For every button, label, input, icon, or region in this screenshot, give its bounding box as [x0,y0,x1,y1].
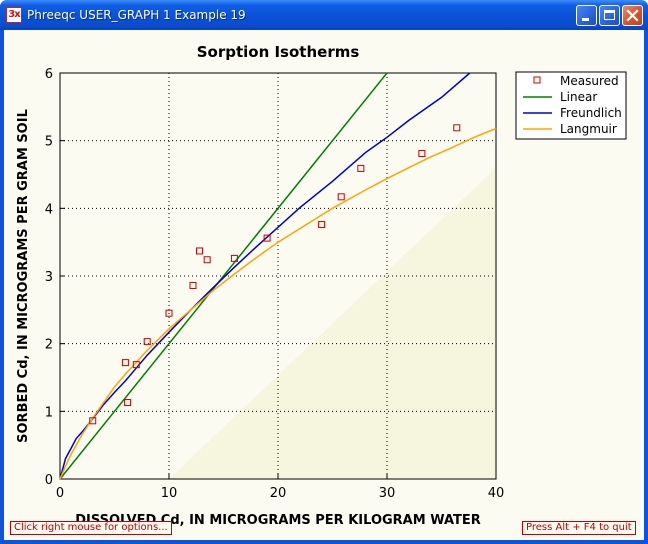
x-tick-label: 0 [56,486,64,501]
right-click-hint: Click right mouse for options... [10,521,172,535]
x-tick-label: 10 [161,486,178,501]
title-bar[interactable]: 3x Phreeqc USER_GRAPH 1 Example 19 [0,0,648,30]
close-button[interactable] [622,5,643,26]
measured-point [89,417,97,425]
measured-point [124,399,132,407]
graph-area[interactable]: 0 10 20 30 40 0 1 2 3 4 5 6 Sorption Isotherms DISS… [4,30,644,540]
maximize-icon [604,10,615,20]
y-tick-label: 5 [45,135,53,150]
measured-point [263,234,271,242]
x-axis-label: DISSOLVED Cd, IN MICROGRAMS PER KILOGRAM… [75,513,481,528]
grid-lines [60,73,496,479]
measured-point [196,247,204,255]
y-tick-label: 6 [45,67,53,82]
x-tick-label: 40 [488,486,505,501]
quit-hint: Press Alt + F4 to quit [522,521,636,535]
measured-point [203,256,211,264]
y-tick-label: 4 [45,202,53,217]
legend-label-measured: Measured [560,74,619,88]
app-icon[interactable]: 3x [6,7,22,23]
sorption-chart[interactable]: 0 10 20 30 40 0 1 2 3 4 5 6 Sorption Isotherms DISS… [4,30,644,540]
measured-point [453,124,461,132]
measured-point [143,338,151,346]
measured-points [89,124,461,425]
legend-marker-measured [533,76,541,84]
y-tick-label: 3 [45,270,53,285]
y-axis-label: SORBED Cd, IN MICROGRAMS PER GRAM SOIL [16,109,31,443]
measured-point [189,281,197,289]
measured-point [318,221,326,229]
minimize-button[interactable] [576,5,597,26]
plot-shading [169,167,496,479]
axis-ticks: 0 10 20 30 40 0 1 2 3 4 5 6 [45,67,505,501]
series-line-linear [59,72,388,480]
series-lines [59,72,497,480]
measured-point [230,254,238,262]
window-title: Phreeqc USER_GRAPH 1 Example 19 [27,8,246,22]
y-tick-label: 1 [45,405,53,420]
chart-legend[interactable]: Measured Linear Freundlich Langmuir [515,71,627,140]
measured-point [121,359,129,367]
measured-point [132,361,140,369]
measured-point [357,164,365,172]
measured-point [418,150,426,158]
measured-point [337,193,345,201]
close-icon [626,9,639,22]
x-tick-label: 30 [379,486,396,501]
y-tick-label: 2 [45,338,53,353]
y-tick-label: 0 [45,473,53,488]
minimize-icon [582,18,589,21]
maximize-button[interactable] [599,5,620,26]
x-tick-label: 20 [270,486,287,501]
measured-point [165,309,173,317]
legend-label-langmuir: Langmuir [560,122,617,136]
legend-label-freundlich: Freundlich [560,106,622,120]
series-line-langmuir [59,127,497,480]
chart-title: Sorption Isotherms [197,43,360,61]
legend-label-linear: Linear [560,90,597,104]
